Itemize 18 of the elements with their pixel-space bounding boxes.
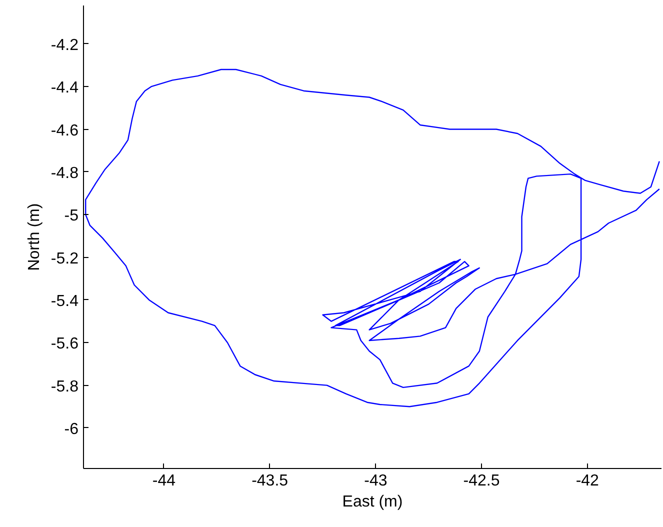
y-tick-label: -4.4: [50, 80, 79, 97]
y-tick-label: -5.2: [50, 250, 79, 268]
x-tick-label: -44: [152, 472, 176, 490]
x-tick-label: -43.5: [252, 472, 288, 490]
y-tick-label: -5.8: [50, 378, 79, 396]
x-axis-title: East (m): [342, 494, 403, 510]
y-axis-title: North (m): [26, 203, 43, 271]
y-tick-label: -4.2: [50, 36, 79, 54]
y-tick-label: -6: [64, 420, 79, 438]
y-tick-label: -5: [64, 208, 79, 225]
x-tick-label: -43: [364, 472, 388, 490]
x-tick-label: -42: [576, 472, 600, 490]
y-tick-label: -5.4: [50, 292, 79, 310]
y-tick-label: -4.8: [50, 164, 79, 182]
y-tick-label: -5.6: [50, 336, 79, 353]
line-series: [85, 68, 660, 408]
x-tick-label: -42.5: [463, 472, 500, 490]
y-tick-label: -4.6: [50, 122, 79, 140]
